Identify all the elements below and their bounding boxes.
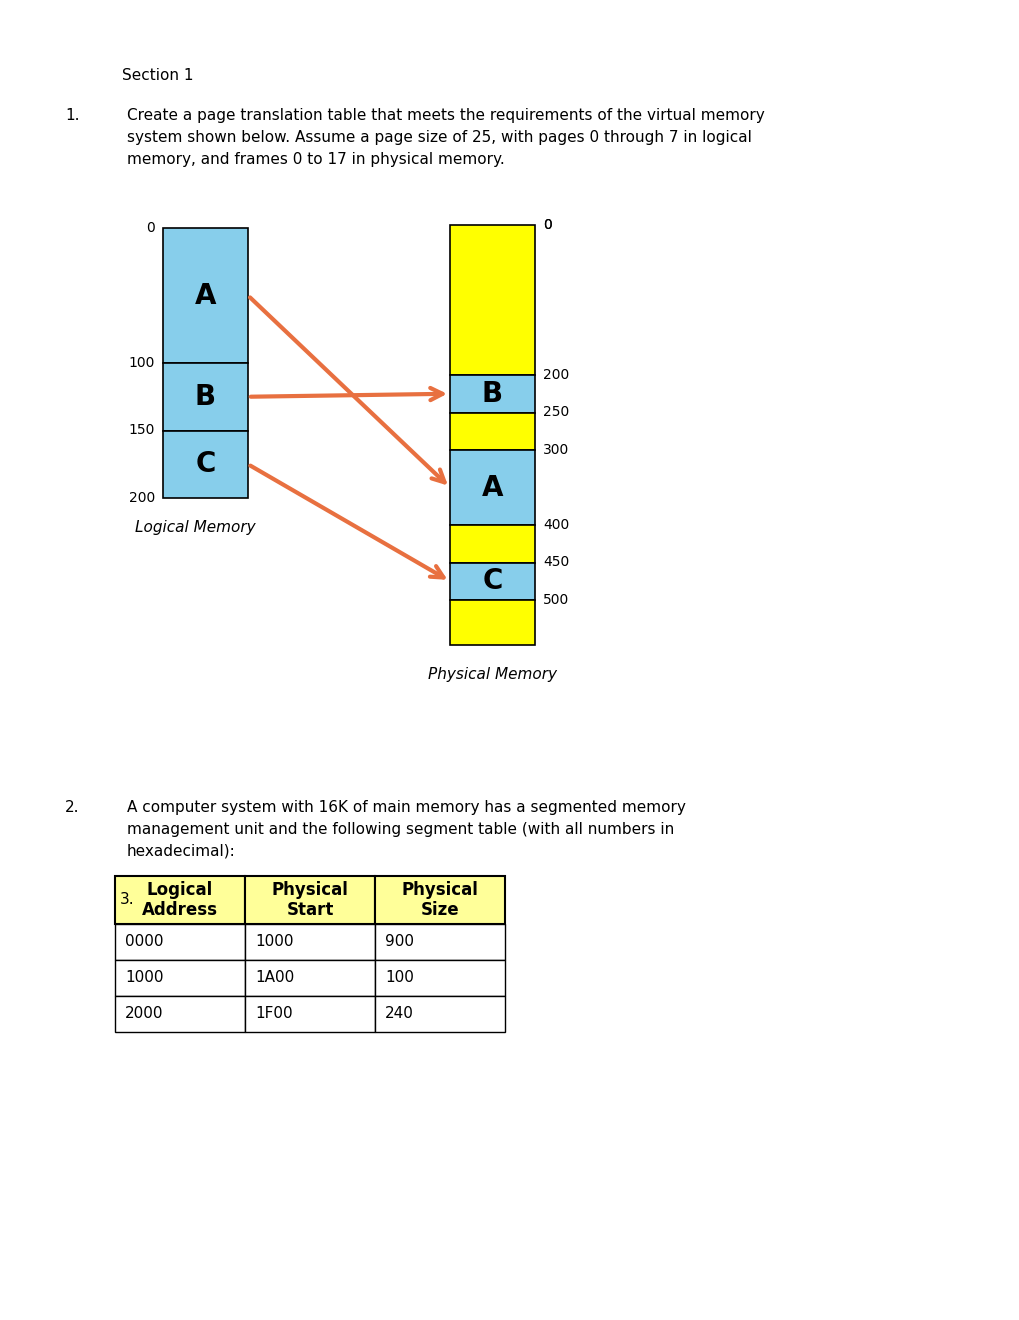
Bar: [449, 601, 535, 645]
Text: 150: 150: [128, 424, 155, 437]
Text: 0000: 0000: [125, 935, 163, 949]
Text: 500: 500: [542, 593, 569, 607]
Bar: [115, 876, 245, 924]
Text: 400: 400: [542, 517, 569, 532]
Bar: [115, 924, 245, 960]
Text: B: B: [481, 380, 502, 408]
Text: management unit and the following segment table (with all numbers in: management unit and the following segmen…: [127, 822, 674, 837]
Text: Logical
Address: Logical Address: [142, 880, 218, 920]
Bar: [449, 375, 535, 412]
Text: 1A00: 1A00: [255, 970, 293, 986]
Text: B: B: [195, 383, 216, 411]
Bar: [375, 997, 504, 1032]
Text: memory, and frames 0 to 17 in physical memory.: memory, and frames 0 to 17 in physical m…: [127, 152, 504, 168]
Text: Section 1: Section 1: [122, 69, 194, 83]
Bar: [163, 430, 248, 498]
Text: system shown below. Assume a page size of 25, with pages 0 through 7 in logical: system shown below. Assume a page size o…: [127, 129, 751, 145]
Bar: [375, 960, 504, 997]
Text: Logical Memory: Logical Memory: [136, 520, 256, 535]
Text: 0: 0: [542, 218, 551, 232]
Text: 200: 200: [542, 368, 569, 381]
Text: 0: 0: [542, 218, 551, 232]
Text: 300: 300: [542, 444, 569, 457]
Text: 1.: 1.: [65, 108, 79, 123]
Text: 450: 450: [542, 556, 569, 569]
Text: 1000: 1000: [255, 935, 293, 949]
Text: C: C: [195, 450, 215, 478]
Bar: [163, 228, 248, 363]
Bar: [375, 924, 504, 960]
Text: 2000: 2000: [125, 1006, 163, 1022]
Bar: [245, 960, 375, 997]
Text: 200: 200: [128, 491, 155, 506]
Text: 250: 250: [542, 405, 569, 420]
Text: A computer system with 16K of main memory has a segmented memory: A computer system with 16K of main memor…: [127, 800, 685, 814]
Text: 100: 100: [384, 970, 414, 986]
Bar: [449, 412, 535, 450]
Bar: [245, 876, 375, 924]
Text: Physical Memory: Physical Memory: [428, 667, 556, 682]
Text: 1000: 1000: [125, 970, 163, 986]
Bar: [115, 960, 245, 997]
Text: Create a page translation table that meets the requirements of the virtual memor: Create a page translation table that mee…: [127, 108, 764, 123]
Text: 100: 100: [128, 356, 155, 370]
Text: 240: 240: [384, 1006, 414, 1022]
Text: 0: 0: [146, 220, 155, 235]
Bar: [449, 562, 535, 601]
Bar: [163, 363, 248, 430]
Text: 900: 900: [384, 935, 414, 949]
Text: hexadecimal):: hexadecimal):: [127, 843, 235, 859]
Text: Physical
Start: Physical Start: [271, 880, 348, 920]
Text: 1F00: 1F00: [255, 1006, 292, 1022]
Text: 2.: 2.: [65, 800, 79, 814]
Bar: [245, 997, 375, 1032]
Bar: [449, 450, 535, 525]
Text: Physical
Size: Physical Size: [401, 880, 478, 920]
Text: A: A: [481, 474, 502, 502]
Bar: [115, 997, 245, 1032]
Text: A: A: [195, 281, 216, 309]
Text: 3.: 3.: [120, 892, 135, 908]
Bar: [375, 876, 504, 924]
Bar: [245, 924, 375, 960]
Bar: [449, 224, 535, 375]
Text: C: C: [482, 568, 502, 595]
Bar: [449, 525, 535, 562]
